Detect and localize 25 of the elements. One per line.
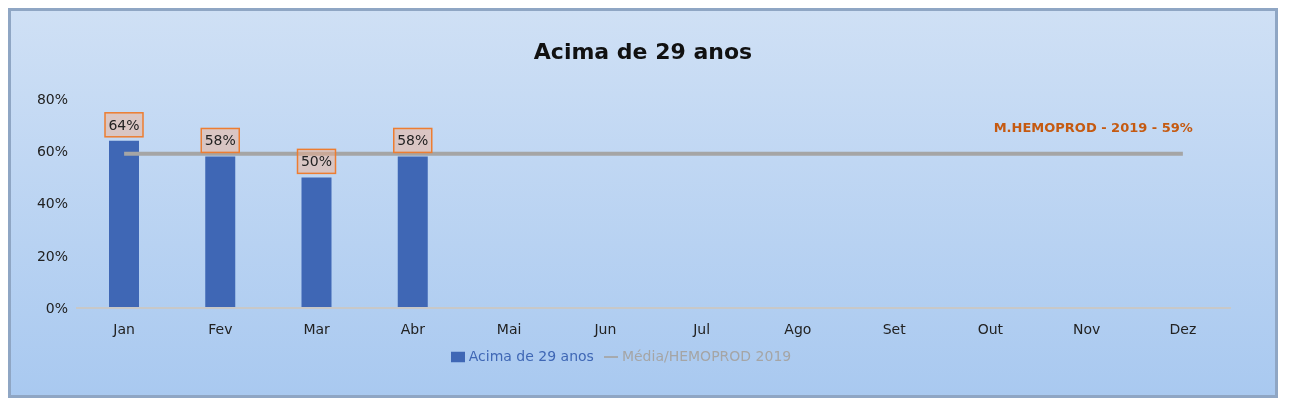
x-tick-label: Dez: [1169, 320, 1197, 337]
x-tick-label: Mar: [303, 320, 331, 337]
y-tick-label: 60%: [36, 143, 68, 160]
y-tick-label: 0%: [45, 299, 68, 316]
legend-label: Acima de 29 anos: [468, 348, 594, 364]
data-label: 58%: [397, 132, 429, 149]
x-tick-label: Set: [882, 320, 907, 337]
data-label: 50%: [300, 153, 333, 170]
y-tick-label: 40%: [36, 195, 68, 212]
x-tick-label: Out: [977, 320, 1004, 337]
y-tick-label: 20%: [36, 247, 68, 264]
x-tick-label: Jan: [112, 320, 135, 337]
x-tick-label: Fev: [208, 320, 233, 337]
x-tick-label: Jul: [692, 320, 711, 337]
x-tick-label: Jun: [593, 320, 617, 337]
chart-title: Acima de 29 anos: [532, 38, 754, 66]
x-tick-label: Ago: [784, 320, 812, 337]
data-label: 64%: [108, 116, 140, 133]
annotation: M.HEMOPROD - 2019 - 59%: [993, 119, 1193, 135]
legend-label: Média/HEMOPROD 2019: [621, 348, 792, 364]
x-tick-label: Mai: [496, 320, 522, 337]
x-tick-label: Nov: [1072, 320, 1101, 337]
x-tick-label: Abr: [400, 320, 426, 337]
data-label: 58%: [204, 132, 236, 149]
y-tick-label: 80%: [36, 90, 68, 107]
